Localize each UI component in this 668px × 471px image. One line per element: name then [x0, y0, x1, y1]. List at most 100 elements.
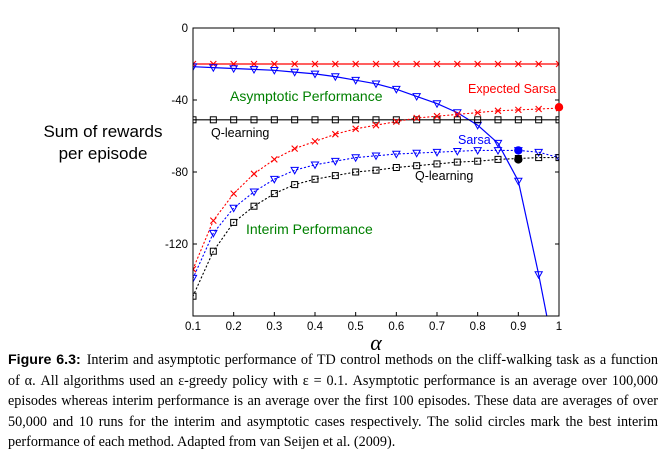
point-q-asym	[494, 116, 502, 124]
point-esarsa-interim	[352, 125, 360, 133]
point-sarsa-interim	[432, 148, 442, 157]
best-interim-points	[514, 103, 564, 164]
point-esarsa-asym	[474, 60, 482, 68]
x-tick-label: 1	[556, 321, 562, 333]
x-tick-label: 0.7	[429, 321, 445, 333]
x-tick-label: 0.4	[307, 321, 324, 333]
y-tick-label: -120	[165, 239, 188, 251]
point-q-asym	[413, 116, 421, 124]
point-esarsa-asym	[413, 60, 421, 68]
point-sarsa-interim	[412, 149, 422, 158]
x-tick-label: 0.8	[470, 321, 486, 333]
point-sarsa-asym	[351, 76, 361, 85]
line-q-interim	[193, 157, 559, 297]
point-sarsa-interim	[351, 154, 361, 163]
point-sarsa-interim	[249, 188, 259, 197]
point-esarsa-interim	[392, 118, 400, 125]
point-q-interim	[311, 175, 319, 183]
point-q-interim	[494, 155, 502, 163]
point-esarsa-asym	[494, 60, 502, 68]
point-sarsa-asym	[493, 139, 503, 148]
x-tick-label: 0.3	[266, 321, 282, 333]
point-q-asym	[230, 116, 238, 124]
point-sarsa-asym	[208, 64, 218, 73]
x-axis-label: α	[370, 330, 382, 355]
point-q-interim	[453, 158, 461, 166]
point-esarsa-interim	[453, 111, 461, 118]
point-q-asym	[352, 116, 360, 124]
point-q-asym	[291, 116, 299, 124]
point-sarsa-asym	[513, 177, 523, 186]
point-sarsa-interim	[371, 152, 381, 161]
point-q-interim	[209, 247, 217, 255]
best-point-sarsa	[514, 146, 523, 155]
point-q-asym	[474, 116, 482, 124]
point-sarsa-interim	[269, 175, 279, 184]
point-sarsa-asym	[330, 73, 340, 82]
annotation-q-learning-interim: Q-learning	[415, 169, 473, 183]
point-esarsa-interim	[413, 114, 421, 122]
series-esarsa-asym	[193, 60, 559, 68]
best-point-expected_sarsa	[554, 103, 564, 112]
point-esarsa-asym	[209, 60, 217, 68]
x-tick-label: 0.5	[348, 321, 364, 333]
point-sarsa-asym	[229, 65, 239, 74]
point-sarsa-interim	[229, 204, 239, 213]
point-q-interim	[193, 292, 197, 300]
point-esarsa-asym	[453, 60, 461, 68]
point-q-interim	[474, 157, 482, 165]
point-q-interim	[291, 181, 299, 189]
point-esarsa-asym	[372, 60, 380, 68]
point-q-asym	[250, 116, 258, 124]
point-sarsa-interim	[452, 148, 462, 156]
x-tick-label: 0.1	[185, 321, 201, 333]
point-q-asym	[193, 116, 197, 124]
point-q-interim	[413, 162, 421, 170]
point-sarsa-asym	[310, 70, 320, 79]
point-esarsa-interim	[193, 265, 197, 273]
point-sarsa-asym	[249, 66, 259, 75]
y-tick-label: -80	[171, 167, 188, 179]
point-sarsa-asym	[534, 271, 544, 280]
point-esarsa-interim	[291, 145, 299, 152]
point-sarsa-interim	[193, 274, 198, 283]
best-point-q_learning	[514, 155, 523, 164]
point-sarsa-asym	[391, 85, 401, 94]
point-q-interim	[555, 154, 559, 162]
point-esarsa-interim	[230, 190, 238, 197]
point-esarsa-asym	[331, 60, 339, 68]
point-esarsa-asym	[291, 60, 299, 68]
series-q-asym	[193, 116, 559, 124]
point-esarsa-interim	[372, 121, 380, 129]
annotation-q-learning-asymptotic: Q-learning	[211, 126, 269, 140]
point-q-asym	[209, 116, 217, 124]
point-esarsa-asym	[514, 60, 522, 68]
point-q-interim	[230, 218, 238, 226]
ticks-layer: 0.1 0.2 0.3 0.4 0.5 0.6 0.7 0.8 0.9 1 0 -40 -80 -120	[165, 23, 562, 333]
point-esarsa-asym	[555, 60, 559, 68]
line-sarsa-interim	[193, 149, 559, 279]
point-q-asym	[270, 116, 278, 124]
point-esarsa-interim	[535, 105, 543, 113]
figure-caption-text: Interim and asymptotic performance of TD…	[8, 352, 658, 450]
line-sarsa-asym	[193, 66, 548, 316]
point-q-interim	[331, 172, 339, 180]
point-esarsa-interim	[474, 109, 482, 116]
point-q-interim	[535, 154, 543, 162]
point-q-asym	[331, 116, 339, 124]
point-esarsa-interim	[433, 112, 441, 120]
series-esarsa-interim	[193, 104, 559, 273]
y-axis-label-line2: per episode	[59, 144, 148, 163]
point-esarsa-asym	[270, 60, 278, 68]
annotation-asymptotic-performance: Asymptotic Performance	[230, 88, 383, 104]
annotation-expected-sarsa: Expected Sarsa	[468, 82, 556, 96]
point-sarsa-interim	[208, 229, 218, 238]
point-sarsa-interim	[493, 147, 503, 156]
series-layer	[193, 60, 559, 316]
point-sarsa-asym	[290, 68, 300, 77]
point-sarsa-asym	[412, 93, 422, 102]
y-tick-label: 0	[182, 23, 188, 35]
point-sarsa-interim	[290, 166, 300, 175]
x-tick-label: 0.9	[510, 321, 526, 333]
